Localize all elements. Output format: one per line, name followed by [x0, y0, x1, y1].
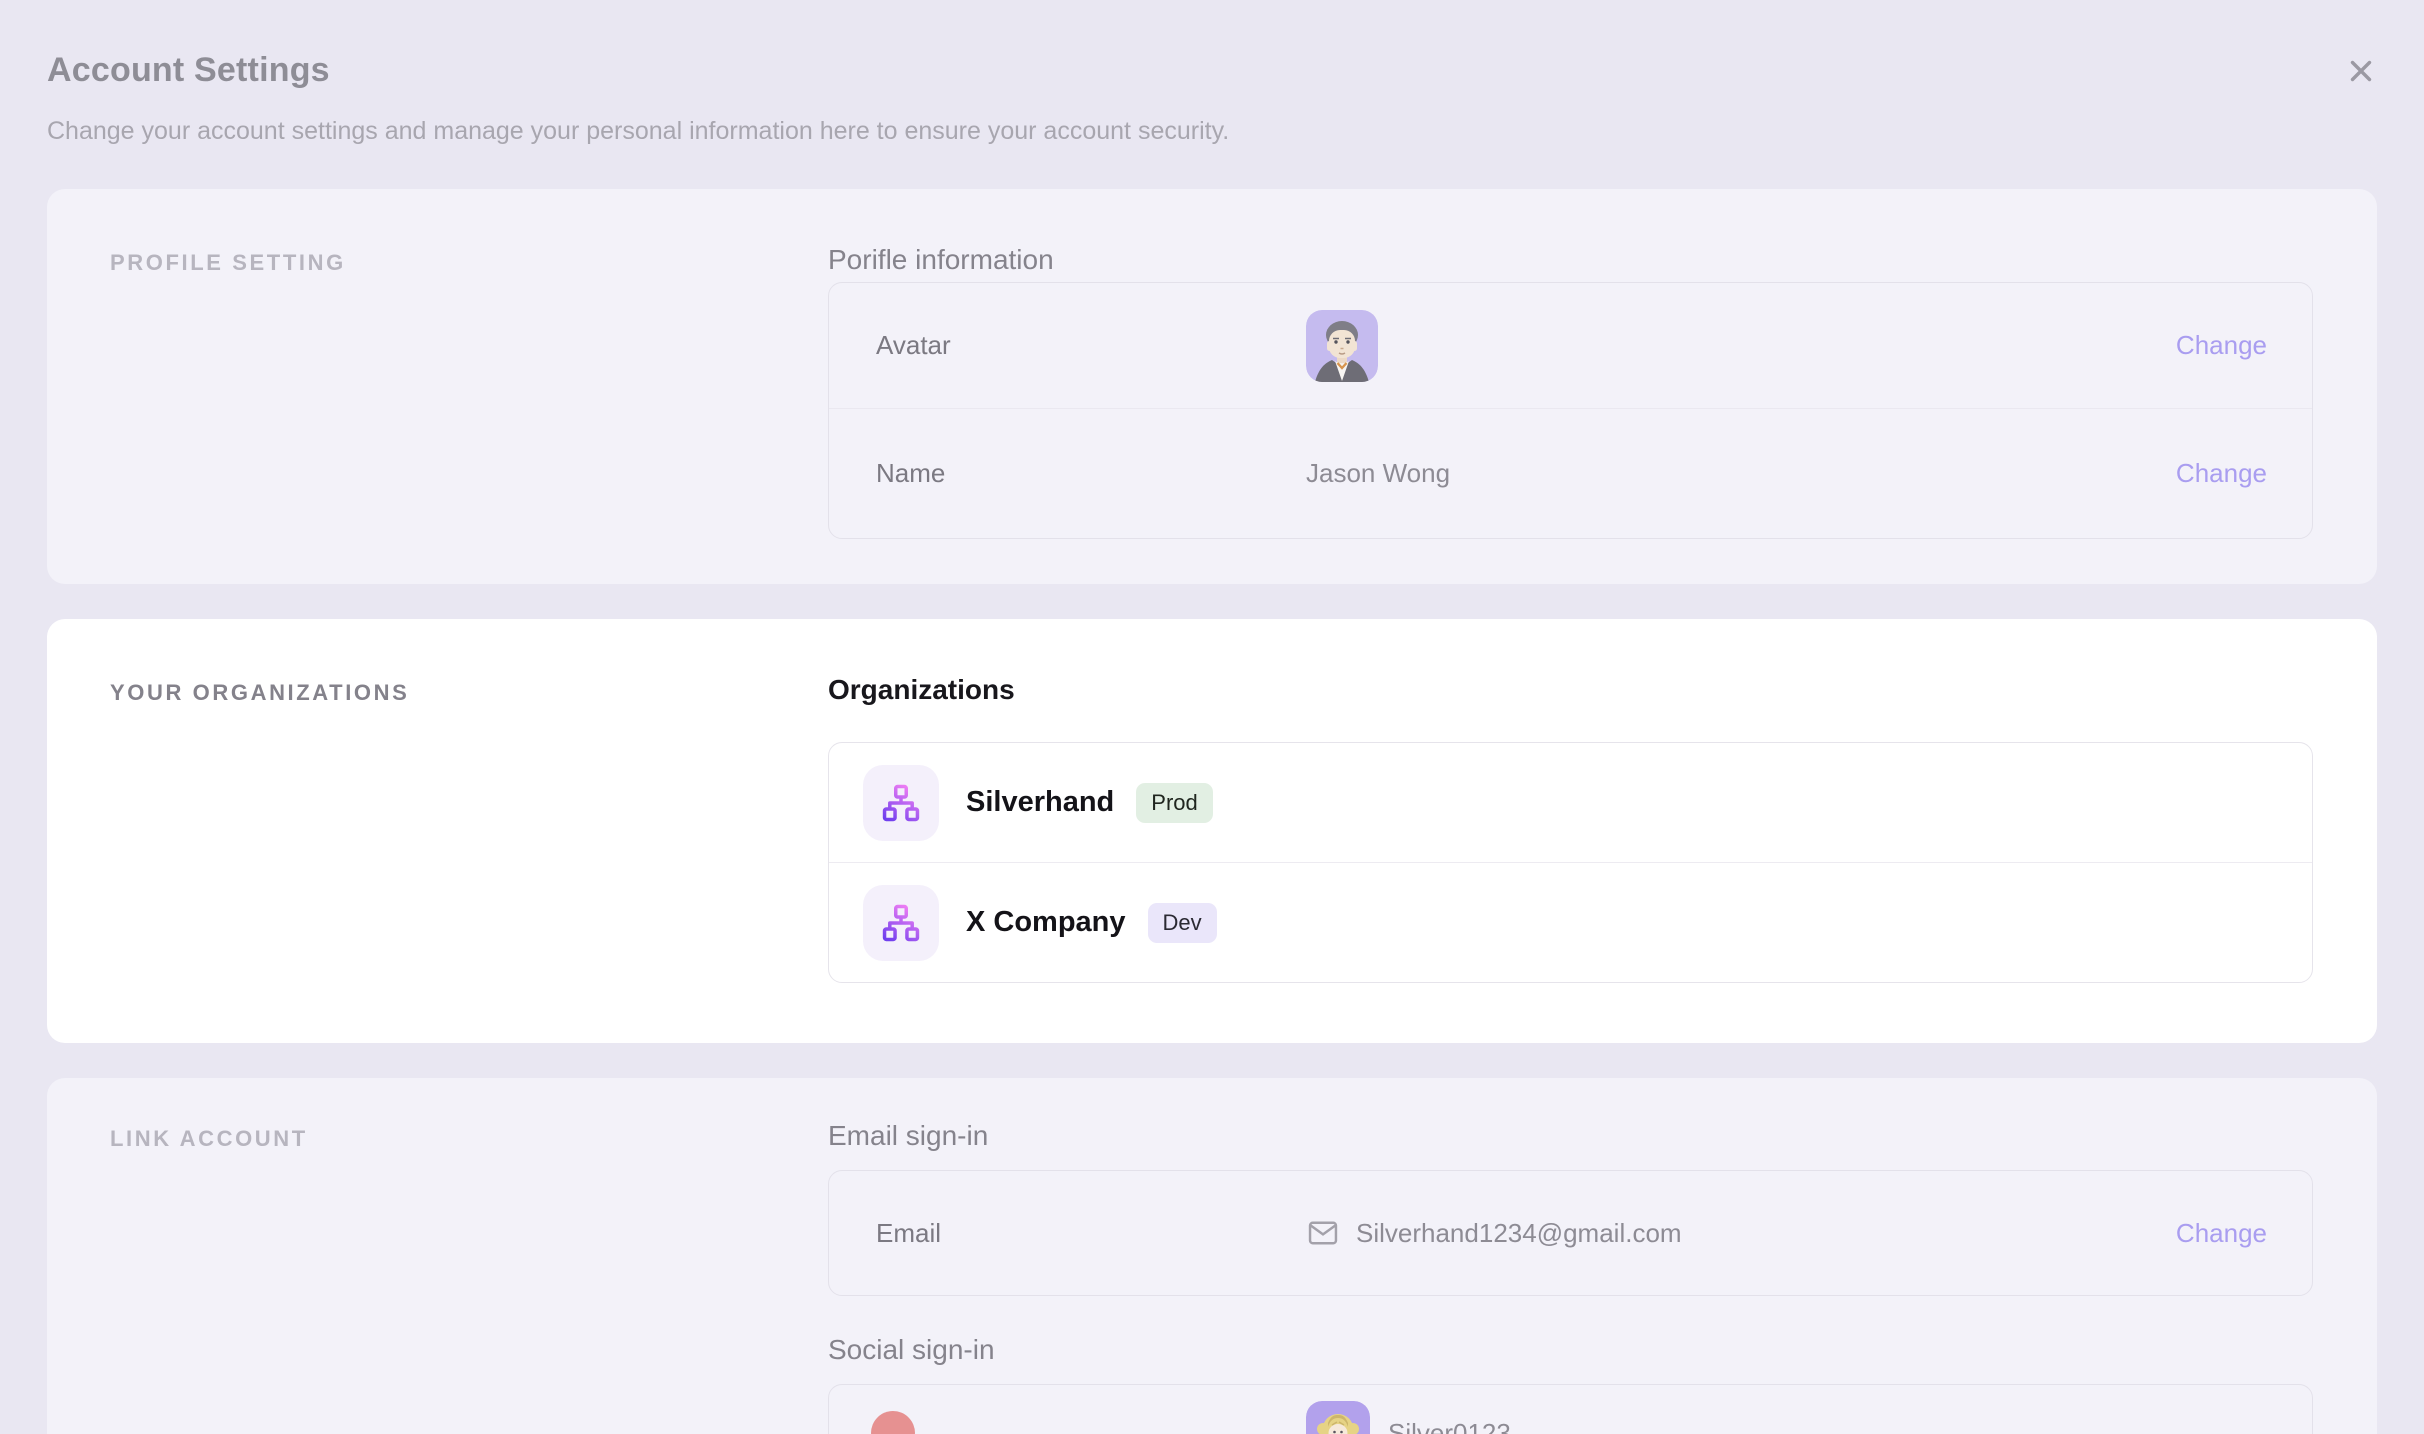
organization-icon: [863, 884, 939, 961]
email-row-label: Email: [876, 1217, 942, 1248]
close-icon: [2344, 54, 2378, 88]
name-value: Jason Wong: [1306, 458, 1451, 488]
social-username: Silver0123: [1388, 1417, 1511, 1434]
close-button[interactable]: [2342, 52, 2380, 90]
name-row: Name Jason Wong Change: [829, 408, 2312, 538]
social-panel: Silver0123: [828, 1384, 2313, 1434]
section-your-organizations: YOUR ORGANIZATIONS Organizations: [47, 619, 2377, 1043]
organization-badge-dev: Dev: [1147, 902, 1217, 943]
email-value: Silverhand1234@gmail.com: [1356, 1217, 1682, 1248]
email-change-link[interactable]: Change: [2175, 1217, 2267, 1248]
mail-icon: [1306, 1218, 1340, 1248]
name-row-label: Name: [876, 458, 946, 488]
organization-icon: [863, 764, 939, 841]
organization-name: X Company: [966, 906, 1126, 938]
profile-panel: Avatar: [828, 282, 2313, 539]
organizations-section-label: YOUR ORGANIZATIONS: [110, 680, 410, 705]
organizations-content: Organizations: [828, 674, 2313, 983]
organizations-panel: Silverhand Prod: [828, 742, 2313, 983]
settings-sections: PROFILE SETTING Porifle information Avat…: [47, 189, 2377, 1434]
avatar-change-link[interactable]: Change: [2175, 330, 2267, 360]
social-row: Silver0123: [829, 1385, 2312, 1434]
profile-heading: Porifle information: [828, 244, 1054, 275]
user-avatar: [1306, 309, 1378, 382]
email-row: Email Silverhand1234@gmail.com Change: [829, 1171, 2312, 1295]
organization-name: Silverhand: [966, 786, 1115, 818]
name-change-link[interactable]: Change: [2175, 458, 2267, 488]
email-panel: Email Silverhand1234@gmail.com Change: [828, 1170, 2313, 1296]
social-signin-heading: Social sign-in: [828, 1334, 995, 1365]
page-title: Account Settings: [47, 51, 330, 89]
link-account-section-label: LINK ACCOUNT: [110, 1126, 308, 1151]
profile-section-label: PROFILE SETTING: [110, 250, 346, 275]
social-account-avatar: [1306, 1401, 1370, 1434]
profile-content: Porifle information Avatar: [828, 244, 2313, 539]
organizations-heading: Organizations: [828, 674, 1015, 705]
organization-item-silverhand[interactable]: Silverhand Prod: [829, 743, 2312, 862]
social-provider-column: [871, 1411, 1306, 1434]
page-header: Account Settings Change your account set…: [0, 0, 2424, 147]
organization-badge-prod: Prod: [1136, 782, 1213, 823]
avatar-row: Avatar: [829, 283, 2312, 408]
link-account-content: Email sign-in Email Silverhand1234@gmail…: [828, 1120, 2313, 1434]
social-provider-icon: [871, 1411, 915, 1434]
organization-item-x-company[interactable]: X Company Dev: [829, 862, 2312, 982]
section-profile-setting: PROFILE SETTING Porifle information Avat…: [47, 189, 2377, 584]
section-link-account: LINK ACCOUNT Email sign-in Email Silverh…: [47, 1078, 2377, 1434]
page-subtitle: Change your account settings and manage …: [47, 117, 1230, 145]
avatar-row-label: Avatar: [876, 330, 951, 360]
email-signin-heading: Email sign-in: [828, 1120, 989, 1151]
